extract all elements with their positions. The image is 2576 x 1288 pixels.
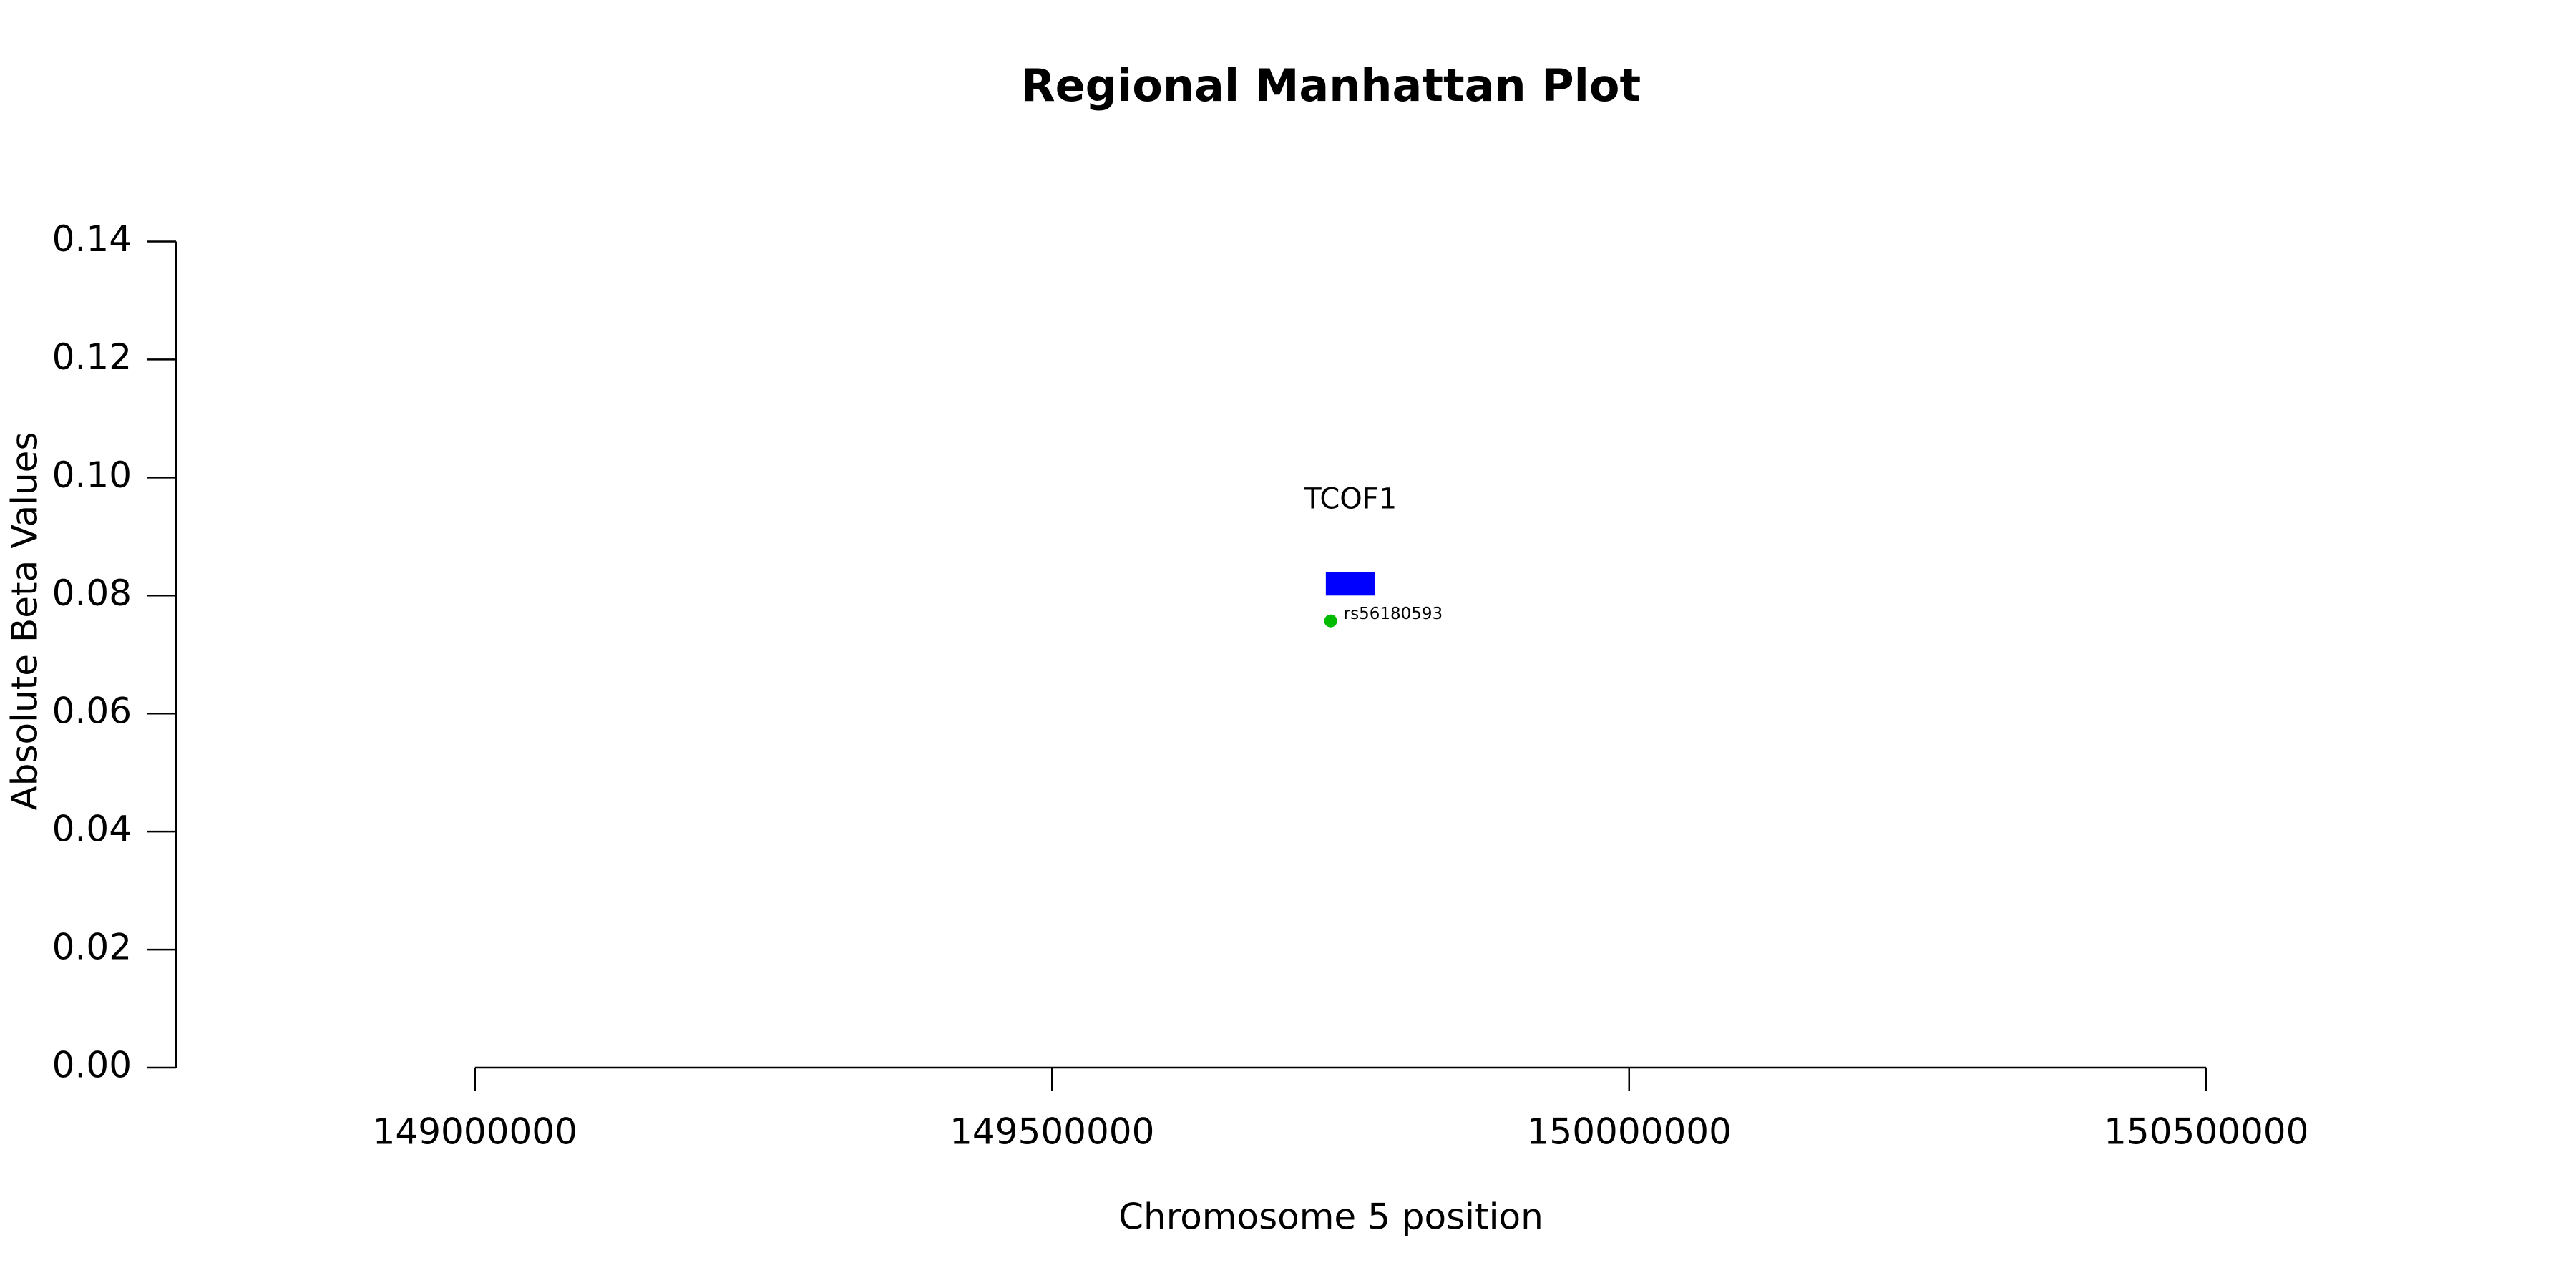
y-tick-label: 0.00 — [52, 1045, 132, 1086]
gene-box — [1325, 572, 1375, 596]
y-tick-label: 0.10 — [52, 454, 132, 496]
y-axis-label: Absolute Beta Values — [4, 432, 46, 811]
chart-title: Regional Manhattan Plot — [1021, 59, 1641, 112]
x-tick-label: 150500000 — [2104, 1111, 2308, 1153]
snp-point — [1324, 614, 1337, 628]
y-tick-label: 0.02 — [52, 927, 132, 968]
x-axis-label: Chromosome 5 position — [1118, 1196, 1543, 1238]
y-tick-label: 0.12 — [52, 336, 132, 378]
y-tick-label: 0.08 — [52, 572, 132, 614]
snp-label: rs56180593 — [1344, 605, 1443, 623]
gene-label: TCOF1 — [1303, 482, 1397, 515]
y-tick-label: 0.14 — [52, 218, 132, 260]
x-tick-label: 149500000 — [950, 1111, 1154, 1153]
y-tick-label: 0.04 — [52, 809, 132, 850]
x-tick-label: 149000000 — [373, 1111, 577, 1153]
x-tick-label: 150000000 — [1527, 1111, 1732, 1153]
y-tick-label: 0.06 — [52, 691, 132, 732]
